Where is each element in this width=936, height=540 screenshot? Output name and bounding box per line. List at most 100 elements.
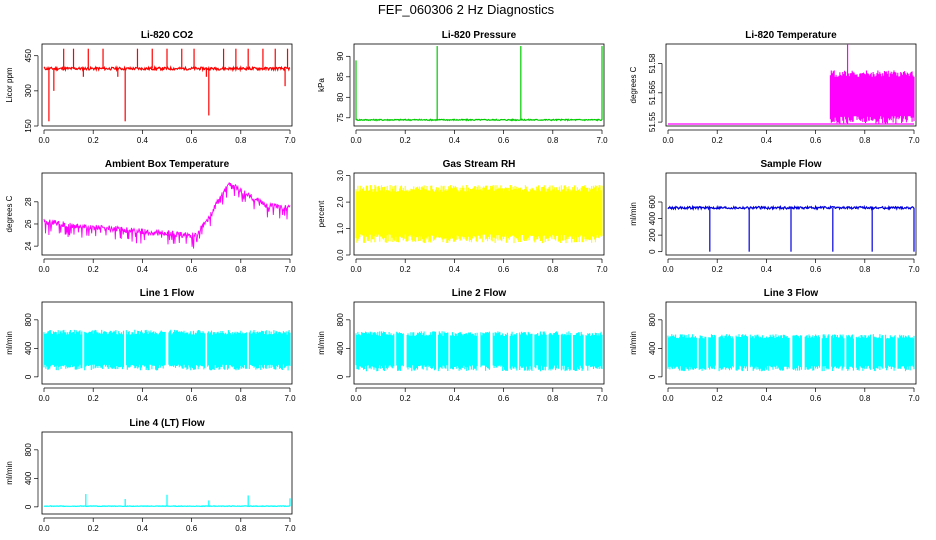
x-tick-label: 0.0 <box>662 394 674 403</box>
x-tick-label: 0.0 <box>662 136 674 145</box>
y-tick-label: 1.0 <box>336 222 345 234</box>
y-tick-label: 26 <box>24 219 33 228</box>
series-line2 <box>355 331 603 372</box>
y-tick-label: 24 <box>24 241 33 250</box>
panel-line1: Line 1 Flow 0.0 0.2 0.4 0.6 0.8 7.0 0 400 800 ml/m… <box>5 288 296 403</box>
y-tick-label: 450 <box>24 48 33 62</box>
y-axis-label: ml/min <box>317 331 326 355</box>
x-tick-label: 0.8 <box>859 136 871 145</box>
y-axis-label: ml/min <box>5 331 14 355</box>
x-tick-label: 0.2 <box>88 265 100 274</box>
panels: Li-820 CO2 0.0 0.2 0.4 0.6 0.8 7.0 150 300 450 Lic… <box>5 30 920 533</box>
y-tick-label: 2.0 <box>336 196 345 208</box>
plot-frame <box>665 172 917 256</box>
x-tick-label: 7.0 <box>284 524 296 533</box>
panel-title: Line 4 (LT) Flow <box>129 418 205 429</box>
series-sample_flow <box>667 204 915 252</box>
y-tick-label: 3.0 <box>336 170 345 182</box>
x-tick-label: 7.0 <box>596 265 608 274</box>
y-tick-label: 200 <box>648 228 657 242</box>
series-temperature <box>668 44 915 125</box>
figure-title: FEF_060306 2 Hz Diagnostics <box>378 2 555 17</box>
x-tick-label: 0.8 <box>547 394 559 403</box>
panel-title: Li-820 Pressure <box>442 30 517 41</box>
y-axis-label: ml/min <box>629 202 638 226</box>
x-tick-label: 0.2 <box>400 394 412 403</box>
plot-frame <box>41 431 293 515</box>
y-axis-label: degrees C <box>5 195 14 232</box>
x-tick-label: 0.8 <box>235 136 247 145</box>
plot-frame <box>41 301 293 385</box>
x-tick-label: 0.4 <box>137 394 149 403</box>
y-tick-label: 0 <box>24 374 33 379</box>
series-line <box>667 204 915 212</box>
panel-line4: Line 4 (LT) Flow 0.0 0.2 0.4 0.6 0.8 7.0 0 400 80… <box>5 418 296 533</box>
panel-temperature: Li-820 Temperature 0.0 0.2 0.4 0.6 0.8 7.0 51.5… <box>629 30 920 145</box>
x-tick-label: 0.6 <box>186 524 198 533</box>
y-axis-label: ml/min <box>5 461 14 485</box>
x-tick-label: 0.6 <box>186 394 198 403</box>
x-tick-label: 0.8 <box>235 524 247 533</box>
y-tick-label: 400 <box>336 341 345 355</box>
x-tick-label: 0.0 <box>38 265 50 274</box>
panel-title: Line 3 Flow <box>764 288 819 299</box>
y-axis-label: kPa <box>317 78 326 92</box>
x-tick-label: 0.6 <box>186 136 198 145</box>
y-tick-label: 51.55 <box>648 112 657 133</box>
series-line <box>355 118 603 122</box>
series-band <box>355 331 603 372</box>
x-tick-label: 0.4 <box>137 265 149 274</box>
x-tick-label: 0.6 <box>498 265 510 274</box>
y-tick-label: 75 <box>336 113 345 122</box>
panel-title: Li-820 Temperature <box>745 30 837 41</box>
x-tick-label: 0.0 <box>38 524 50 533</box>
x-tick-label: 0.8 <box>859 265 871 274</box>
series-band <box>829 70 915 124</box>
x-tick-label: 0.2 <box>712 136 724 145</box>
plot-frame <box>665 301 917 385</box>
x-tick-label: 0.8 <box>235 265 247 274</box>
x-tick-label: 0.6 <box>810 265 822 274</box>
x-tick-label: 7.0 <box>284 136 296 145</box>
series-line1 <box>43 329 291 371</box>
x-tick-label: 0.4 <box>449 136 461 145</box>
y-tick-label: 400 <box>648 211 657 225</box>
x-tick-label: 7.0 <box>908 136 920 145</box>
plot-frame <box>41 172 293 256</box>
y-tick-label: 150 <box>24 119 33 133</box>
series-line <box>43 505 291 508</box>
y-tick-label: 0 <box>648 374 657 379</box>
x-tick-label: 0.6 <box>186 265 198 274</box>
panel-line2: Line 2 Flow 0.0 0.2 0.4 0.6 0.8 7.0 0 400 800 ml/m… <box>317 288 608 403</box>
panel-title: Sample Flow <box>760 159 821 170</box>
x-tick-label: 0.0 <box>38 136 50 145</box>
x-tick-label: 0.2 <box>400 136 412 145</box>
plot-frame <box>41 43 293 127</box>
y-tick-label: 51.565 <box>648 80 657 105</box>
y-tick-label: 800 <box>24 443 33 457</box>
panel-ambient: Ambient Box Temperature 0.0 0.2 0.4 0.6 0.8 7.… <box>5 159 296 274</box>
y-tick-label: 0 <box>336 374 345 379</box>
x-tick-label: 0.8 <box>859 394 871 403</box>
x-tick-label: 7.0 <box>596 136 608 145</box>
series-band <box>43 329 291 371</box>
y-tick-label: 600 <box>648 195 657 209</box>
x-tick-label: 0.6 <box>498 394 510 403</box>
x-tick-label: 0.4 <box>449 265 461 274</box>
x-tick-label: 0.8 <box>235 394 247 403</box>
series-ambient <box>43 182 291 249</box>
panel-rh: Gas Stream RH 0.0 0.2 0.4 0.6 0.8 7.0 0.0 1.0 2.0… <box>317 159 608 274</box>
panel-sample_flow: Sample Flow 0.0 0.2 0.4 0.6 0.8 7.0 0 200 400 600 m… <box>629 159 920 274</box>
y-tick-label: 800 <box>336 313 345 327</box>
x-tick-label: 0.2 <box>88 136 100 145</box>
panel-title: Ambient Box Temperature <box>105 159 230 170</box>
x-tick-label: 0.0 <box>38 394 50 403</box>
series-line <box>43 182 291 249</box>
x-tick-label: 7.0 <box>908 265 920 274</box>
panel-title: Li-820 CO2 <box>141 30 194 41</box>
x-tick-label: 0.6 <box>810 136 822 145</box>
series-band <box>355 184 603 244</box>
x-tick-label: 0.4 <box>761 136 773 145</box>
y-axis-label: degrees C <box>629 66 638 103</box>
y-tick-label: 28 <box>24 197 33 206</box>
